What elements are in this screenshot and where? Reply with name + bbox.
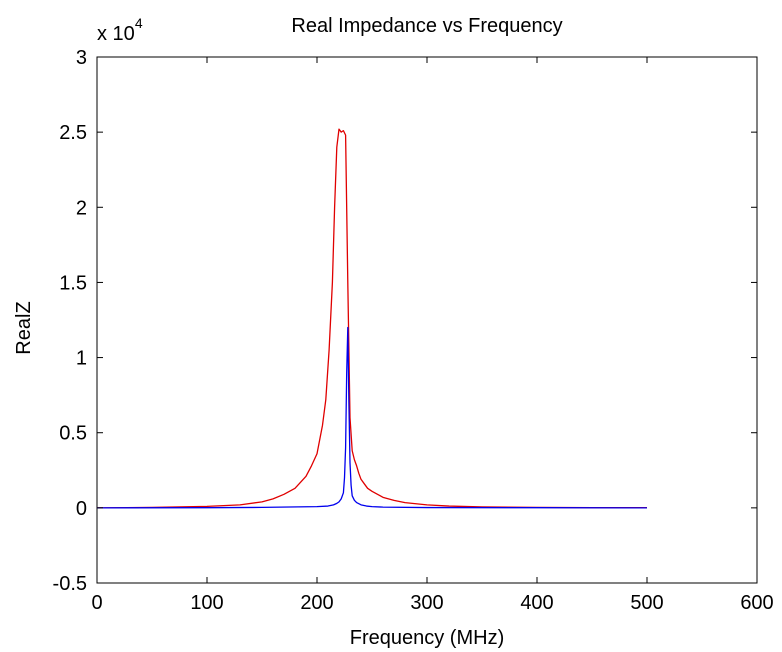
y-tick-label: 0.5 (59, 423, 87, 445)
x-axis: 0 100 200 300 400 500 600 (91, 57, 774, 614)
series-line-2 (96, 326, 648, 509)
y-tick-label: 0 (76, 498, 87, 520)
x-tick-label: 400 (520, 592, 553, 614)
y-tick-label: 1 (76, 348, 87, 370)
x-tick-label: 200 (300, 592, 333, 614)
y-tick-label: -0.5 (53, 573, 87, 595)
series-line-1 (96, 128, 647, 509)
series-layer (96, 128, 648, 509)
y-axis-multiplier-base: x 10 (97, 23, 135, 45)
x-tick-label: 600 (740, 592, 773, 614)
y-tick-label: 2 (76, 197, 87, 219)
y-axis: -0.5 0 0.5 1 1.5 2 2.5 3 (53, 47, 757, 595)
y-axis-multiplier-exponent: 4 (135, 15, 143, 31)
y-tick-label: 3 (76, 47, 87, 69)
y-axis-multiplier: x 104 (97, 15, 143, 45)
y-tick-label: 2.5 (59, 122, 87, 144)
x-tick-label: 500 (630, 592, 663, 614)
y-axis-label: RealZ (13, 301, 35, 354)
axes-box (96, 56, 758, 584)
x-tick-label: 0 (91, 592, 102, 614)
y-tick-label: 1.5 (59, 272, 87, 294)
chart-title: Real Impedance vs Frequency (291, 15, 562, 37)
x-tick-label: 300 (410, 592, 443, 614)
plot-area: 0 100 200 300 400 500 600 -0.500.511.522.53 (53, 47, 774, 614)
x-axis-label: Frequency (MHz) (350, 627, 504, 649)
x-tick-label: 100 (190, 592, 223, 614)
